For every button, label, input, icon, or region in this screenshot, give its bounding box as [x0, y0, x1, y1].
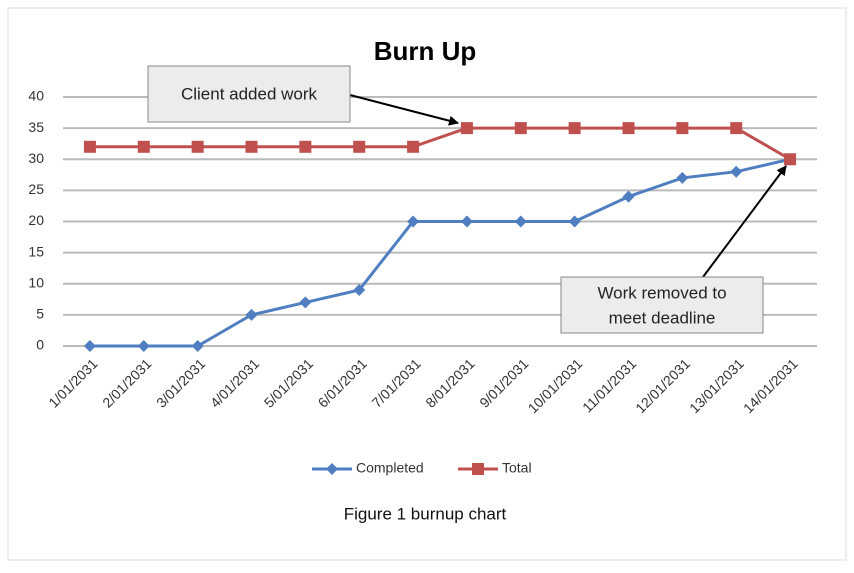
data-point — [568, 215, 581, 228]
data-point — [137, 340, 150, 352]
data-point — [83, 140, 96, 153]
legend-label: Completed — [356, 460, 424, 476]
data-point — [407, 140, 420, 153]
y-tick-label: 15 — [28, 243, 44, 259]
data-point — [514, 215, 527, 228]
legend-marker — [472, 463, 484, 475]
chart-title: Burn Up — [374, 36, 477, 66]
data-point — [191, 140, 204, 153]
y-tick-label: 25 — [28, 181, 44, 197]
annotation-arrow — [702, 165, 787, 278]
data-point — [245, 140, 258, 153]
annotation-text: Client added work — [181, 84, 318, 103]
data-point — [353, 283, 366, 296]
legend-label: Total — [502, 460, 532, 476]
data-point — [514, 122, 527, 135]
data-point — [137, 140, 150, 153]
data-point — [784, 153, 797, 166]
data-point — [83, 340, 96, 352]
data-point — [299, 140, 312, 153]
data-point — [245, 308, 258, 321]
series-line — [89, 126, 791, 161]
data-point — [730, 165, 743, 178]
annotation-arrow — [349, 94, 459, 126]
data-point — [191, 340, 204, 352]
data-point — [676, 171, 689, 184]
data-point — [676, 122, 689, 135]
y-tick-label: 20 — [28, 212, 44, 228]
y-tick-label: 5 — [36, 306, 44, 322]
annotation-box — [560, 276, 764, 334]
legend-marker — [326, 463, 338, 475]
annotation-text: meet deadline — [609, 308, 716, 327]
data-point — [407, 215, 420, 228]
data-point — [460, 122, 473, 135]
y-tick-label: 10 — [28, 274, 44, 290]
caption: Figure 1 burnup chart — [344, 504, 507, 523]
annotation-text: Work removed to — [597, 283, 726, 302]
data-point — [730, 122, 743, 135]
series-line — [89, 157, 791, 348]
y-tick-label: 30 — [28, 150, 44, 166]
data-point — [299, 296, 312, 309]
annotation-box — [147, 65, 351, 123]
data-point — [353, 140, 366, 153]
data-point — [622, 122, 635, 135]
data-point — [622, 190, 635, 203]
y-tick-label: 35 — [28, 119, 44, 135]
data-point — [568, 122, 581, 135]
y-tick-label: 40 — [28, 88, 44, 104]
y-tick-label: 0 — [36, 337, 44, 353]
data-point — [460, 215, 473, 228]
